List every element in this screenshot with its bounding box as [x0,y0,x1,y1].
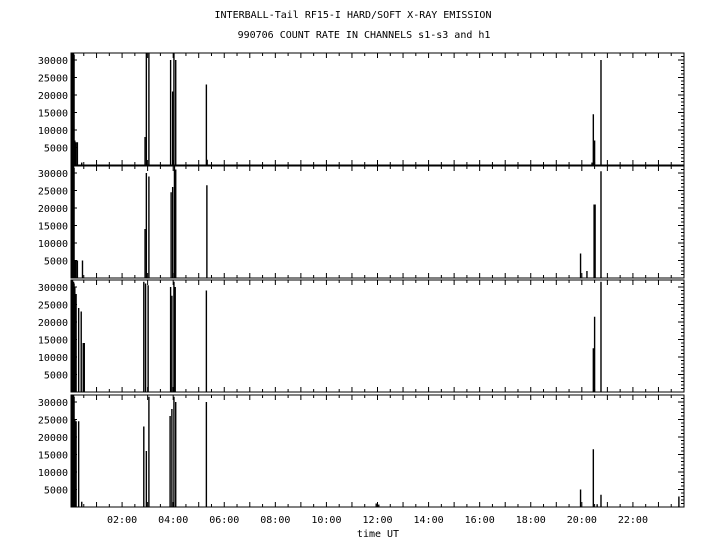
panel-4: 5000 10000 15000 20000 25000 30000 [38,394,685,508]
x-tick-label: 18:00 [516,515,546,526]
y-tick-label: 20000 [38,318,68,329]
x-tick-label: 04:00 [158,515,188,526]
y-tick-label: 30000 [38,56,68,67]
x-tick-label: 14:00 [414,515,444,526]
chart-subtitle: 990706 COUNT RATE IN CHANNELS s1-s3 and … [238,30,491,41]
y-tick-label: 10000 [38,353,68,364]
y-tick-label: 30000 [38,283,68,294]
panel-1: 5000 10000 15000 20000 25000 30000 [38,52,685,166]
x-tick-label: 20:00 [567,515,597,526]
y-tick-label: 25000 [38,416,68,427]
panel-2: 5000 10000 15000 20000 25000 30000 [38,165,685,279]
panel-3: 5000 10000 15000 20000 25000 30000 [38,279,685,393]
x-tick-label: 22:00 [618,515,648,526]
x-axis-label: time UT [357,529,399,540]
x-tick-label: 08:00 [260,515,290,526]
y-tick-label: 10000 [38,126,68,137]
y-tick-label: 25000 [38,187,68,198]
y-tick-label: 20000 [38,204,68,215]
x-tick-label: 16:00 [465,515,495,526]
chart-title: INTERBALL-Tail RF15-I HARD/SOFT X-RAY EM… [215,10,492,21]
panel-frame [70,394,685,508]
y-tick-label: 15000 [38,336,68,347]
y-tick-label: 15000 [38,222,68,233]
y-tick-label: 20000 [38,91,68,102]
x-tick-label: 12:00 [362,515,392,526]
y-tick-label: 10000 [38,468,68,479]
y-tick-label: 5000 [44,257,68,268]
panel-frame [70,165,685,279]
y-tick-label: 30000 [38,398,68,409]
y-tick-label: 5000 [44,144,68,155]
y-tick-label: 10000 [38,239,68,250]
y-tick-label: 25000 [38,74,68,85]
y-tick-label: 25000 [38,301,68,312]
x-axis-ticks: 02:00 04:00 06:00 08:00 10:00 12:00 14:00 16:00… [107,515,648,526]
y-tick-label: 5000 [44,371,68,382]
y-tick-label: 15000 [38,109,68,120]
panel-frame [70,52,685,166]
panel-frame [70,279,685,393]
y-tick-label: 5000 [44,486,68,497]
x-tick-label: 06:00 [209,515,239,526]
x-tick-label: 02:00 [107,515,137,526]
y-tick-label: 20000 [38,433,68,444]
x-tick-label: 10:00 [311,515,341,526]
y-tick-label: 15000 [38,451,68,462]
panels-group: 5000 10000 15000 20000 25000 30000 5000 10000 15… [38,52,685,508]
y-tick-label: 30000 [38,169,68,180]
